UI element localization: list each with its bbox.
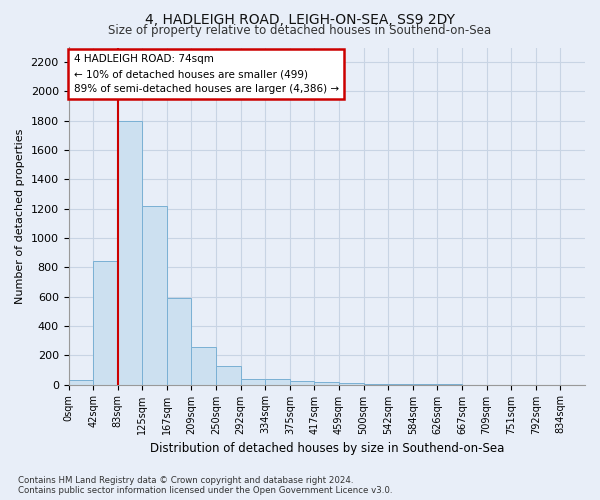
Y-axis label: Number of detached properties: Number of detached properties bbox=[15, 128, 25, 304]
Bar bbox=[191, 347, 216, 385]
Bar bbox=[216, 366, 241, 384]
Text: Contains public sector information licensed under the Open Government Licence v3: Contains public sector information licen… bbox=[18, 486, 392, 495]
X-axis label: Distribution of detached houses by size in Southend-on-Sea: Distribution of detached houses by size … bbox=[149, 442, 504, 455]
Bar bbox=[241, 378, 265, 384]
Bar bbox=[265, 378, 290, 384]
Bar bbox=[93, 262, 118, 384]
Bar bbox=[314, 382, 339, 384]
Text: Size of property relative to detached houses in Southend-on-Sea: Size of property relative to detached ho… bbox=[109, 24, 491, 37]
Bar bbox=[167, 298, 191, 384]
Text: 4 HADLEIGH ROAD: 74sqm
← 10% of detached houses are smaller (499)
89% of semi-de: 4 HADLEIGH ROAD: 74sqm ← 10% of detached… bbox=[74, 54, 339, 94]
Bar bbox=[118, 121, 142, 384]
Bar bbox=[142, 206, 167, 384]
Text: 4, HADLEIGH ROAD, LEIGH-ON-SEA, SS9 2DY: 4, HADLEIGH ROAD, LEIGH-ON-SEA, SS9 2DY bbox=[145, 12, 455, 26]
Bar bbox=[68, 380, 93, 384]
Bar bbox=[290, 381, 314, 384]
Text: Contains HM Land Registry data © Crown copyright and database right 2024.: Contains HM Land Registry data © Crown c… bbox=[18, 476, 353, 485]
Bar bbox=[339, 383, 364, 384]
